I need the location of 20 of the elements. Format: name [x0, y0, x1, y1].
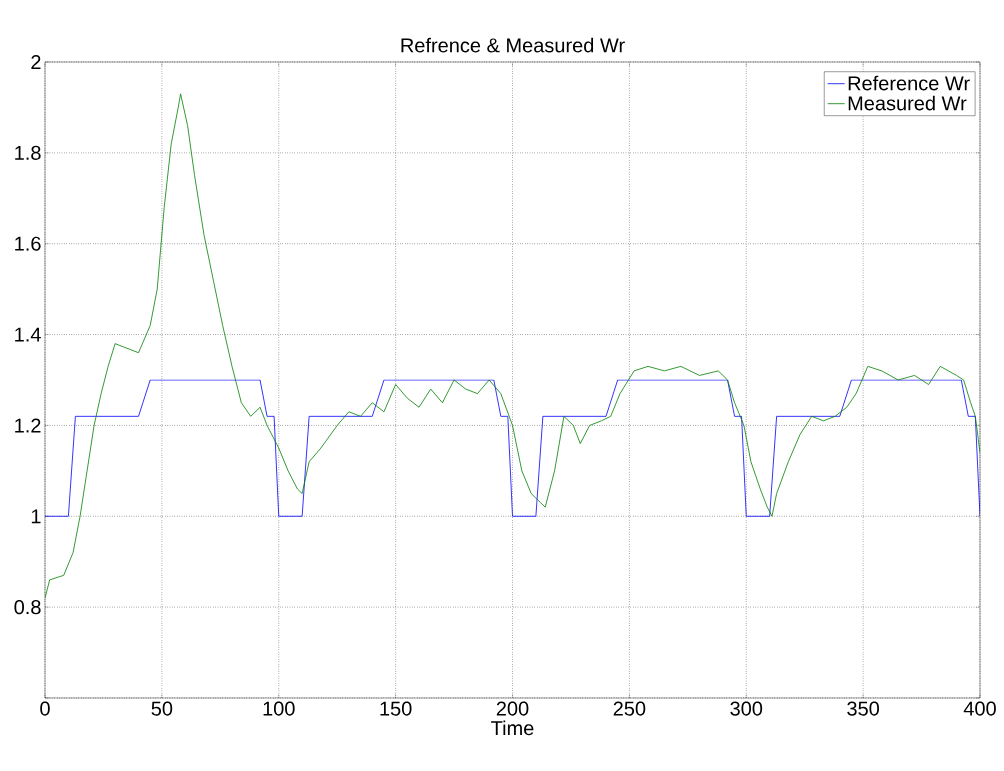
- x-tick-label: 400: [963, 701, 996, 716]
- x-tick-label: 50: [151, 701, 173, 716]
- y-tick-label: 1.6: [15, 236, 41, 251]
- x-tick-label: 0: [40, 701, 50, 716]
- chart-title: Refrence & Measured Wr: [401, 37, 625, 53]
- x-tick-label: 350: [847, 701, 880, 716]
- legend-label: Reference Wr: [848, 75, 970, 91]
- x-tick-label: 250: [613, 701, 646, 716]
- legend-label: Measured Wr: [848, 95, 967, 111]
- y-tick-label: 2: [31, 55, 41, 69]
- x-tick-label: 200: [496, 701, 529, 716]
- x-tick-label: 300: [730, 701, 763, 716]
- x-axis-title: Time: [491, 720, 534, 736]
- y-tick-label: 1.8: [15, 145, 41, 160]
- y-tick-label: 0.8: [14, 600, 41, 615]
- x-tick-label: 150: [380, 701, 412, 716]
- y-tick-label: 1.2: [15, 418, 41, 433]
- y-tick-label: 1: [31, 509, 41, 524]
- y-tick-label: 1.4: [15, 327, 41, 342]
- x-tick-label: 100: [263, 701, 295, 716]
